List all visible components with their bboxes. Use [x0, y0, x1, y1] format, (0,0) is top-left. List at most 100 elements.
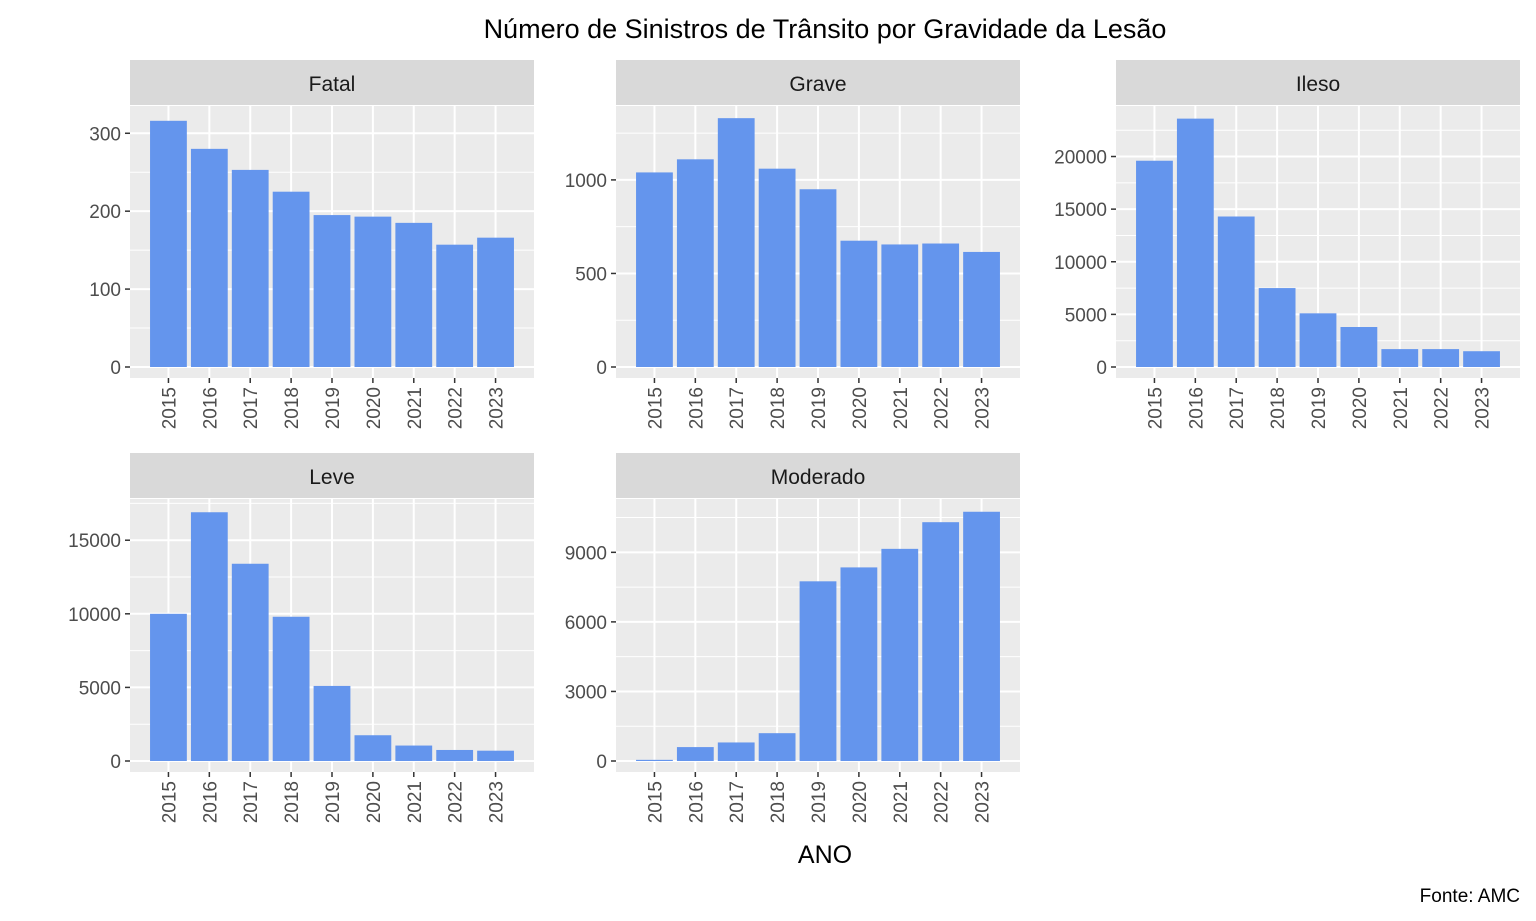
x-tick-label: 2020	[1350, 387, 1371, 429]
y-tick-label: 6000	[565, 613, 607, 634]
bar-leve-2022	[436, 749, 474, 761]
bar-fatal-2019	[313, 215, 351, 367]
bar-moderado-2020	[840, 567, 878, 761]
x-tick-label: 2022	[1432, 387, 1453, 429]
bar-moderado-2017	[717, 742, 755, 761]
bar-grave-2021	[881, 244, 919, 367]
bar-ileso-2023	[1463, 351, 1500, 367]
bar-moderado-2016	[676, 747, 714, 761]
chart-title: Número de Sinistros de Trânsito por Grav…	[484, 14, 1167, 44]
facet-strip	[1116, 60, 1520, 105]
x-tick-label: 2023	[973, 781, 994, 823]
facet-strip	[616, 60, 1020, 105]
x-tick-label: 2019	[323, 781, 344, 823]
x-tick-label: 2019	[323, 387, 344, 429]
x-axis-title: ANO	[798, 841, 852, 869]
facet-strip-label: Grave	[789, 73, 846, 96]
x-tick-label: 2022	[446, 387, 467, 429]
facet-strip-label: Fatal	[309, 73, 356, 96]
bar-fatal-2023	[477, 237, 514, 367]
y-tick-label: 20000	[1054, 148, 1107, 169]
x-tick-label: 2017	[727, 387, 748, 429]
bar-ileso-2022	[1422, 349, 1460, 367]
x-tick-label: 2017	[727, 781, 748, 823]
y-tick-label: 5000	[79, 678, 121, 699]
x-tick-label: 2018	[282, 387, 303, 429]
bar-fatal-2018	[272, 191, 310, 367]
bar-leve-2016	[190, 512, 228, 761]
facet-strip-label: Leve	[309, 466, 355, 489]
y-tick-label: 9000	[565, 543, 607, 564]
x-tick-label: 2018	[768, 387, 789, 429]
bar-leve-2019	[313, 685, 351, 761]
bar-grave-2019	[799, 189, 837, 367]
x-tick-label: 2015	[1145, 387, 1166, 429]
facet-strip-label: Moderado	[771, 466, 866, 489]
bar-leve-2020	[354, 735, 392, 761]
x-tick-label: 2021	[1391, 387, 1412, 429]
x-tick-label: 2021	[891, 781, 912, 823]
bar-fatal-2022	[436, 244, 474, 367]
bar-ileso-2016	[1176, 118, 1214, 368]
bar-leve-2017	[231, 563, 269, 761]
bar-fatal-2020	[354, 216, 392, 367]
bar-fatal-2015	[150, 120, 187, 368]
x-tick-label: 2020	[364, 781, 385, 823]
x-tick-label: 2016	[1186, 387, 1207, 429]
bar-grave-2022	[922, 243, 960, 367]
y-tick-label: 300	[89, 124, 121, 145]
y-tick-label: 0	[110, 358, 121, 379]
y-tick-label: 15000	[1054, 200, 1107, 221]
x-tick-label: 2015	[159, 781, 180, 823]
y-tick-label: 10000	[1054, 253, 1107, 274]
x-tick-label: 2016	[686, 781, 707, 823]
bar-moderado-2023	[963, 511, 1000, 761]
x-tick-label: 2018	[768, 781, 789, 823]
x-tick-label: 2020	[364, 387, 385, 429]
x-tick-label: 2021	[891, 387, 912, 429]
y-tick-label: 0	[1096, 358, 1107, 379]
facet-panel-grave: Grave 0 500 1000 2015 2016 2017 2018 2019 2020 202…	[565, 60, 1020, 429]
bar-moderado-2022	[922, 522, 960, 761]
y-tick-label: 0	[596, 752, 607, 773]
x-tick-label: 2018	[282, 781, 303, 823]
bar-ileso-2020	[1340, 327, 1378, 367]
facet-panel-ileso: Ileso 0 5000 10000 15000 20000 2015 2016 2017 201…	[1054, 60, 1520, 429]
bar-leve-2018	[272, 616, 310, 761]
x-tick-label: 2018	[1268, 387, 1289, 429]
bar-moderado-2015	[636, 759, 673, 761]
x-tick-label: 2016	[200, 387, 221, 429]
bar-ileso-2018	[1258, 288, 1296, 367]
facet-panels: Fatal 0 100 200 300 2015 2016 2017 2018 2019 2020 2…	[68, 60, 1520, 823]
x-tick-label: 2019	[809, 781, 830, 823]
y-tick-label: 500	[575, 264, 607, 285]
bar-ileso-2017	[1217, 216, 1255, 367]
bar-ileso-2015	[1136, 160, 1173, 367]
bar-moderado-2018	[758, 733, 796, 761]
y-tick-label: 100	[89, 280, 121, 301]
y-tick-label: 1000	[565, 171, 607, 192]
x-tick-label: 2021	[405, 781, 426, 823]
x-tick-label: 2020	[850, 781, 871, 823]
bar-ileso-2021	[1381, 349, 1419, 367]
x-tick-label: 2022	[932, 781, 953, 823]
x-tick-label: 2023	[1473, 387, 1494, 429]
facet-panel-moderado: Moderado 0 3000 6000 9000 2015 2016 2017 2018 201…	[565, 453, 1020, 823]
y-tick-label: 5000	[1065, 305, 1107, 326]
y-tick-label: 10000	[68, 605, 121, 626]
x-tick-label: 2023	[973, 387, 994, 429]
bar-moderado-2021	[881, 548, 919, 761]
x-tick-label: 2015	[645, 387, 666, 429]
y-tick-label: 0	[110, 752, 121, 773]
x-tick-label: 2022	[932, 387, 953, 429]
x-tick-label: 2016	[200, 781, 221, 823]
x-tick-label: 2023	[487, 387, 508, 429]
facet-strip	[130, 453, 534, 498]
facet-panel-leve: Leve 0 5000 10000 15000 2015 2016 2017 2018 2019 2…	[68, 453, 534, 823]
x-tick-label: 2023	[487, 781, 508, 823]
bar-grave-2023	[963, 251, 1000, 367]
bar-grave-2018	[758, 168, 796, 367]
facet-strip	[130, 60, 534, 105]
bar-fatal-2021	[395, 222, 433, 367]
